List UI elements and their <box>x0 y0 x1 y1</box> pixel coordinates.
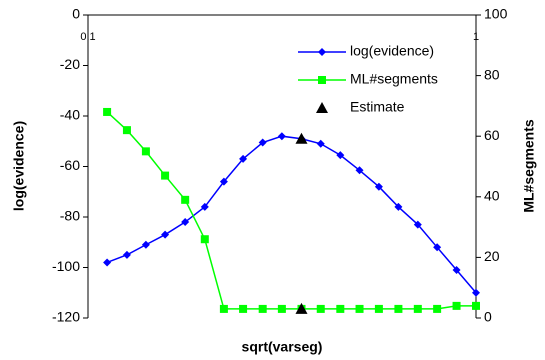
marker <box>452 266 461 275</box>
marker <box>452 301 461 310</box>
x-tick-label: 0.1 <box>80 31 95 43</box>
marker <box>374 182 383 191</box>
marker <box>219 304 228 313</box>
marker <box>433 243 442 252</box>
marker <box>219 177 228 186</box>
marker <box>200 235 209 244</box>
marker <box>141 240 150 249</box>
marker <box>316 139 325 148</box>
marker <box>122 250 131 259</box>
marker <box>200 202 209 211</box>
y-tick-label: -60 <box>60 157 80 173</box>
series-line <box>106 111 476 310</box>
marker <box>433 304 442 313</box>
y-tick-label: 0 <box>72 6 80 22</box>
y2-tick-label: 40 <box>484 188 500 204</box>
x-axis-title: sqrt(varseg) <box>242 339 323 355</box>
marker <box>394 202 403 211</box>
y2-tick-label: 100 <box>484 6 508 22</box>
x-tick-label: 1 <box>473 31 479 43</box>
legend-marker <box>318 48 326 56</box>
marker <box>336 151 345 160</box>
y-tick-label: -40 <box>60 107 80 123</box>
marker <box>295 302 308 314</box>
marker <box>316 304 325 313</box>
marker <box>336 304 345 313</box>
marker <box>239 154 248 163</box>
y2-tick-label: 60 <box>484 127 500 143</box>
marker <box>413 304 422 313</box>
y2-tick-label: 80 <box>484 66 500 82</box>
marker <box>413 220 422 229</box>
marker <box>181 195 190 204</box>
legend-marker <box>318 76 326 84</box>
marker <box>258 138 267 147</box>
marker <box>161 230 170 239</box>
marker <box>122 126 131 135</box>
legend-label: ML#segments <box>350 71 438 87</box>
marker <box>161 171 170 180</box>
y-tick-label: -80 <box>60 208 80 224</box>
marker <box>472 301 480 310</box>
marker <box>103 107 112 116</box>
series-line <box>106 135 477 294</box>
y2-tick-label: 20 <box>484 248 500 264</box>
marker <box>394 304 403 313</box>
legend-marker <box>316 102 328 113</box>
y-axis-title: log(evidence) <box>11 121 27 211</box>
y-tick-label: -120 <box>52 309 80 325</box>
y-tick-label: -100 <box>52 258 80 274</box>
marker <box>295 132 308 144</box>
legend-label: Estimate <box>350 99 405 115</box>
marker <box>103 258 112 267</box>
marker <box>355 304 364 313</box>
marker <box>258 304 267 313</box>
marker <box>355 166 364 175</box>
marker <box>181 218 190 227</box>
marker <box>141 147 150 156</box>
y2-axis-title: ML#segments <box>521 119 537 213</box>
marker <box>277 132 286 141</box>
y-tick-label: -20 <box>60 56 80 72</box>
marker <box>472 288 480 297</box>
marker <box>239 304 248 313</box>
marker <box>374 304 383 313</box>
y2-tick-label: 0 <box>484 309 492 325</box>
marker <box>277 304 286 313</box>
legend-label: log(evidence) <box>350 43 434 59</box>
